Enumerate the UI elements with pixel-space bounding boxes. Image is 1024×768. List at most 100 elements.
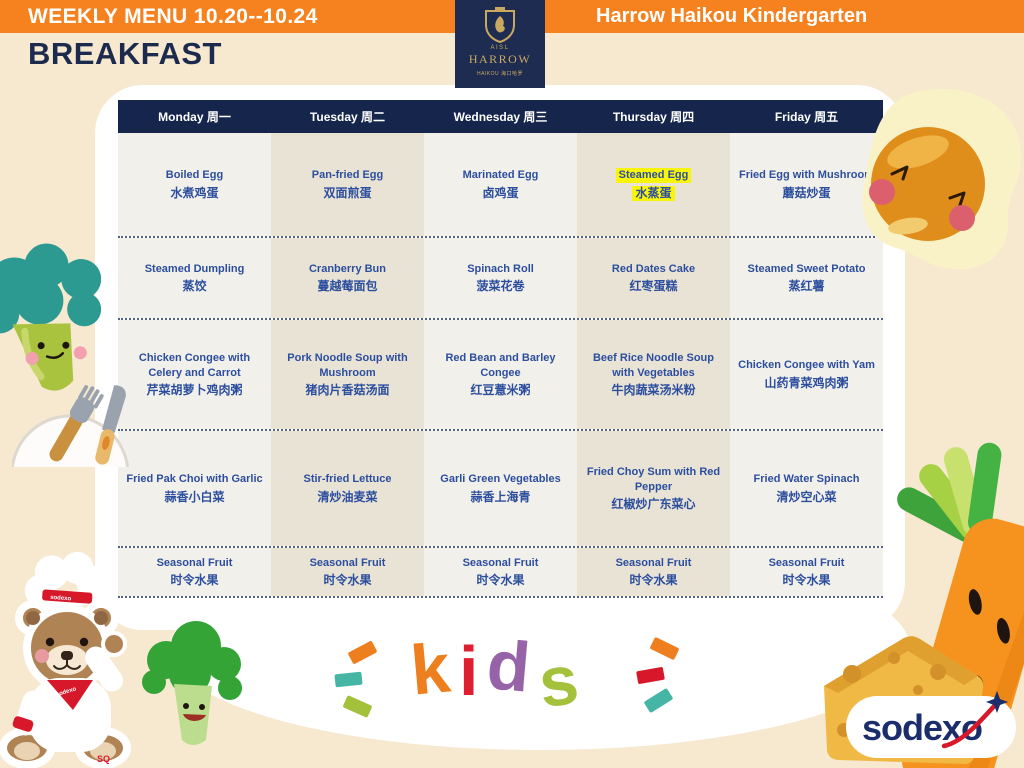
dish-name-zh: 菠菜花卷 xyxy=(476,279,525,294)
kids-letter-d: d xyxy=(484,625,534,707)
dish-name-zh: 红枣蛋糕 xyxy=(629,279,678,294)
harrow-logo-aisl: AISL xyxy=(490,45,510,51)
menu-cell: Garli Green Vegetables 蒜香上海青 xyxy=(424,431,577,546)
plate-cutlery-icon xyxy=(12,385,130,467)
fried-egg-icon xyxy=(862,88,1022,270)
harrow-logo-subtitle: HAIKOU 海口哈罗 xyxy=(476,71,524,77)
confetti-piece xyxy=(342,695,373,718)
menu-cell: Chicken Congee with Celery and Carrot 芹菜… xyxy=(118,320,271,429)
confetti-piece xyxy=(347,640,378,665)
dish-name-en: Chicken Congee with Celery and Carrot xyxy=(138,352,251,379)
dish-name-en: Fried Egg with Mushroom xyxy=(738,169,875,182)
dish-name-zh: 蒜香上海青 xyxy=(470,489,531,504)
meal-title: BREAKFAST xyxy=(28,36,222,71)
table-row-baked: Steamed Dumpling 蒸饺 Cranberry Bun 蔓越莓面包 … xyxy=(118,238,883,320)
dish-name-en: Boiled Egg xyxy=(165,169,224,182)
column-header-monday: Monday 周一 xyxy=(158,110,231,124)
dish-name-zh: 猪肉片香菇汤面 xyxy=(305,382,390,397)
dish-name-en: Spinach Roll xyxy=(467,262,534,275)
menu-cell: Beef Rice Noodle Soup with Vegetables 牛肉… xyxy=(577,320,730,429)
kids-letter-i: i xyxy=(458,632,479,710)
confetti-left xyxy=(334,640,393,726)
menu-cell: Fried Water Spinach 清炒空心菜 xyxy=(730,431,883,546)
kids-letter-s: s xyxy=(534,639,583,723)
dish-name-zh: 卤鸡蛋 xyxy=(482,185,519,200)
fork-icon xyxy=(49,385,104,462)
menu-cell: Steamed Dumpling 蒸饺 xyxy=(118,238,271,318)
dish-name-en: Red Dates Cake xyxy=(611,262,696,275)
dish-name-en: Steamed Sweet Potato xyxy=(747,262,866,275)
dish-name-en: Cranberry Bun xyxy=(308,262,387,275)
column-header-friday: Friday 周五 xyxy=(774,110,839,124)
dish-name-en: Garli Green Vegetables xyxy=(440,473,561,486)
dish-name-en: Fried Choy Sum with Red Pepper xyxy=(586,466,721,493)
menu-cell: Fried Pak Choi with Garlic 蒜香小白菜 xyxy=(118,431,271,546)
dish-name-zh: 时令水果 xyxy=(782,573,831,588)
dish-name-en: Steamed Dumpling xyxy=(144,262,245,275)
dish-name-en: Fried Water Spinach xyxy=(753,473,860,486)
menu-cell: Fried Choy Sum with Red Pepper 红椒炒广东菜心 xyxy=(577,431,730,546)
confetti-piece xyxy=(649,636,680,661)
chef-bear-icon: sodexo sodexo SQ xyxy=(0,552,131,768)
menu-cell: Fried Egg with Mushroom 蘑菇炒蛋 xyxy=(730,133,883,236)
menu-cell: Chicken Congee with Yam 山药青菜鸡肉粥 xyxy=(730,320,883,429)
kids-logo: k i d s xyxy=(334,625,687,734)
menu-cell: Cranberry Bun 蔓越莓面包 xyxy=(271,238,424,318)
table-header-row: Monday 周一 Tuesday 周二 Wednesday 周三 Thursd… xyxy=(118,100,883,133)
dish-name-en: Seasonal Fruit xyxy=(309,556,386,569)
menu-cell: Seasonal Fruit 时令水果 xyxy=(118,548,271,596)
dish-name-zh: 蒸饺 xyxy=(182,279,207,294)
chef-hat-icon: sodexo xyxy=(24,552,108,613)
menu-cell: Seasonal Fruit 时令水果 xyxy=(271,548,424,596)
confetti-piece xyxy=(334,671,363,688)
menu-cell: Spinach Roll 菠菜花卷 xyxy=(424,238,577,318)
sodexo-logo: sodexo xyxy=(846,691,1016,758)
smiling-broccoli-icon xyxy=(142,621,242,745)
carrot-leaves xyxy=(897,442,1002,543)
dish-name-zh: 红豆薏米粥 xyxy=(470,382,531,397)
menu-title: WEEKLY MENU 10.20--10.24 xyxy=(28,5,318,28)
dish-name-zh: 牛肉蔬菜汤米粉 xyxy=(611,382,696,397)
menu-cell: Red Dates Cake 红枣蛋糕 xyxy=(577,238,730,318)
dish-name-en: Stir-fried Lettuce xyxy=(303,473,392,486)
dish-name-en: Pan-fried Egg xyxy=(311,169,384,182)
menu-cell: Boiled Egg 水煮鸡蛋 xyxy=(118,133,271,236)
table-row-vegetables: Fried Pak Choi with Garlic 蒜香小白菜 Stir-fr… xyxy=(118,431,883,548)
broccoli-icon xyxy=(0,243,102,391)
school-name: Harrow Haikou Kindergarten xyxy=(596,5,868,27)
menu-cell: Red Bean and Barley Congee 红豆薏米粥 xyxy=(424,320,577,429)
dish-name-zh: 时令水果 xyxy=(323,573,372,588)
menu-cell: Steamed Sweet Potato 蒸红薯 xyxy=(730,238,883,318)
dish-name-en: Seasonal Fruit xyxy=(156,556,233,569)
dish-name-zh: 时令水果 xyxy=(476,573,525,588)
dish-name-zh: 芹菜胡萝卜鸡肉粥 xyxy=(146,382,243,397)
dish-name-zh: 双面煎蛋 xyxy=(323,185,372,200)
menu-cell: Marinated Egg 卤鸡蛋 xyxy=(424,133,577,236)
menu-cell: Stir-fried Lettuce 清炒油麦菜 xyxy=(271,431,424,546)
dish-name-zh: 水煮鸡蛋 xyxy=(170,185,219,200)
dish-name-en: Marinated Egg xyxy=(462,169,539,182)
table-row-eggs: Boiled Egg 水煮鸡蛋 Pan-fried Egg 双面煎蛋 Marin… xyxy=(118,133,883,238)
sodexo-swoosh-icon xyxy=(941,691,1008,749)
confetti-right xyxy=(629,636,687,722)
menu-cell: Seasonal Fruit 时令水果 xyxy=(730,548,883,596)
dish-name-zh: 红椒炒广东菜心 xyxy=(611,496,696,511)
knife-icon xyxy=(95,385,126,465)
dish-name-zh: 清炒油麦菜 xyxy=(317,489,378,504)
menu-cell: Pan-fried Egg 双面煎蛋 xyxy=(271,133,424,236)
dish-name-en: Chicken Congee with Yam xyxy=(738,359,875,372)
dish-name-en: Red Bean and Barley Congee xyxy=(445,352,556,379)
dish-name-en: Steamed Egg xyxy=(615,168,692,183)
menu-cell: Seasonal Fruit 时令水果 xyxy=(577,548,730,596)
dish-name-en: Pork Noodle Soup with Mushroom xyxy=(287,352,408,379)
dish-name-en: Seasonal Fruit xyxy=(615,556,692,569)
table-row-fruit: Seasonal Fruit 时令水果 Seasonal Fruit 时令水果 … xyxy=(118,548,883,598)
menu-cell: Pork Noodle Soup with Mushroom 猪肉片香菇汤面 xyxy=(271,320,424,429)
menu-cell: Seasonal Fruit 时令水果 xyxy=(424,548,577,596)
dish-name-zh: 清炒空心菜 xyxy=(776,489,837,504)
harrow-school-logo: AISL HARROW HAIKOU 海口哈罗 xyxy=(455,0,545,88)
kids-letter-k: k xyxy=(407,628,454,710)
dish-name-en: Fried Pak Choi with Garlic xyxy=(126,473,263,486)
dish-name-zh: 蘑菇炒蛋 xyxy=(782,185,831,200)
